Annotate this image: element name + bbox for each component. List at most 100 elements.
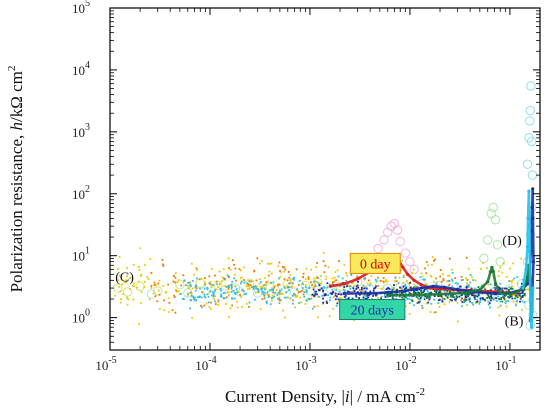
series-9-dot-25 bbox=[446, 296, 449, 299]
series-5-dot-274 bbox=[245, 285, 248, 288]
series-7-dot-257 bbox=[189, 284, 192, 286]
series-7-dot-328 bbox=[405, 285, 408, 288]
series-8-dot-246 bbox=[361, 286, 363, 289]
series-5-dot-346 bbox=[486, 267, 488, 269]
series-6-dot-58 bbox=[239, 293, 241, 296]
series-7-dot-159 bbox=[474, 301, 477, 304]
series-5-dot-201 bbox=[228, 316, 230, 318]
series-6-dot-166 bbox=[311, 284, 313, 286]
series-5-dot-194 bbox=[407, 287, 410, 290]
series-9-dot-110 bbox=[514, 297, 516, 300]
series-7-dot-10 bbox=[292, 302, 294, 305]
series-7-dot-1 bbox=[194, 296, 196, 299]
series-5-dot-410 bbox=[458, 290, 461, 293]
series-0-point-5 bbox=[195, 278, 206, 288]
series-6-dot-43 bbox=[421, 307, 424, 309]
series-8-dot-0 bbox=[363, 287, 365, 290]
series-5-dot-286 bbox=[149, 257, 152, 260]
series-8-dot-40 bbox=[374, 294, 377, 297]
series-8-dot-131 bbox=[521, 292, 524, 294]
series-5-dot-200 bbox=[498, 314, 501, 317]
series-7-dot-229 bbox=[191, 280, 194, 282]
series-5-dot-3 bbox=[260, 285, 262, 288]
series-5-dot-273 bbox=[167, 297, 170, 299]
series-8-dot-228 bbox=[324, 293, 327, 295]
series-6-dot-68 bbox=[158, 293, 161, 296]
series-5-dot-409 bbox=[262, 285, 265, 288]
series-11-point-2 bbox=[386, 290, 390, 294]
series-label-box-1 bbox=[339, 299, 406, 321]
series-7-dot-311 bbox=[233, 292, 236, 294]
series-9-dot-158 bbox=[418, 292, 421, 294]
y-tick-label-1: 101 bbox=[72, 246, 90, 264]
series-5-dot-94 bbox=[369, 282, 372, 285]
series-9-dot-129 bbox=[439, 290, 442, 292]
series-5-dot-202 bbox=[225, 303, 227, 305]
series-5-dot-10 bbox=[227, 257, 230, 260]
series-5-dot-335 bbox=[320, 275, 322, 277]
series-9-dot-137 bbox=[468, 298, 471, 301]
series-7-dot-80 bbox=[207, 295, 210, 298]
series-7-dot-203 bbox=[329, 283, 331, 286]
series-6-dot-31 bbox=[298, 284, 300, 286]
series-5-dot-13 bbox=[300, 301, 303, 304]
series-6-dot-180 bbox=[313, 305, 316, 308]
series-6-dot-209 bbox=[288, 276, 291, 279]
x-tick-label-0: 10-5 bbox=[95, 355, 116, 373]
series-6-dot-197 bbox=[154, 295, 157, 298]
series-9-dot-15 bbox=[450, 294, 453, 297]
series-label-box-0 bbox=[349, 252, 401, 274]
series-7-dot-251 bbox=[187, 282, 189, 284]
series-8-dot-104 bbox=[477, 294, 480, 296]
series-5-dot-141 bbox=[364, 285, 366, 288]
series-12-point-4 bbox=[478, 288, 482, 292]
series-12-point-14 bbox=[525, 275, 530, 279]
series-5-dot-371 bbox=[502, 262, 505, 265]
annotation-1: (D) bbox=[502, 234, 522, 249]
series-6-dot-12 bbox=[195, 267, 198, 270]
series-5-dot-312 bbox=[497, 306, 500, 309]
series-8-dot-129 bbox=[445, 294, 447, 297]
series-7-dot-368 bbox=[194, 299, 197, 302]
series-5-dot-305 bbox=[263, 277, 266, 280]
series-7-dot-95 bbox=[227, 286, 230, 288]
series-5-dot-131 bbox=[226, 273, 229, 276]
series-5-dot-88 bbox=[420, 272, 423, 275]
series-8-dot-132 bbox=[360, 291, 363, 294]
series-5-dot-87 bbox=[237, 291, 240, 294]
series-7-dot-76 bbox=[337, 275, 340, 278]
series-5-dot-419 bbox=[126, 267, 128, 269]
series-7-dot-283 bbox=[243, 281, 246, 284]
series-7-dot-276 bbox=[341, 277, 344, 280]
series-8-dot-83 bbox=[490, 295, 493, 298]
series-7-dot-18 bbox=[301, 282, 304, 285]
series-5-dot-388 bbox=[251, 280, 254, 282]
series-5-dot-234 bbox=[209, 281, 212, 283]
series-8-dot-152 bbox=[471, 294, 473, 297]
series-9-dot-44 bbox=[420, 289, 422, 292]
series-5-dot-258 bbox=[501, 271, 504, 274]
series-6-dot-188 bbox=[195, 287, 198, 290]
series-7-dot-58 bbox=[241, 280, 243, 283]
series-7-dot-59 bbox=[264, 291, 267, 294]
series-7-dot-300 bbox=[285, 291, 288, 293]
series-6-dot-15 bbox=[163, 299, 165, 302]
series-6-dot-207 bbox=[233, 263, 235, 266]
series-7-dot-287 bbox=[272, 281, 275, 284]
series-7-dot-198 bbox=[263, 284, 266, 286]
series-5-dot-95 bbox=[451, 268, 453, 271]
series-7-dot-185 bbox=[480, 284, 483, 287]
series-5-dot-377 bbox=[511, 294, 514, 297]
series-7-dot-114 bbox=[265, 302, 268, 305]
series-5-dot-204 bbox=[334, 279, 337, 282]
series-8-dot-110 bbox=[489, 299, 492, 302]
series-5-dot-381 bbox=[140, 291, 143, 293]
series-8-dot-153 bbox=[522, 290, 524, 293]
series-9-dot-92 bbox=[474, 295, 476, 297]
series-5-dot-83 bbox=[146, 276, 149, 278]
series-7-dot-348 bbox=[220, 295, 223, 298]
series-6-dot-111 bbox=[203, 304, 206, 307]
series-9-dot-128 bbox=[428, 295, 431, 297]
series-7-dot-258 bbox=[472, 303, 474, 306]
